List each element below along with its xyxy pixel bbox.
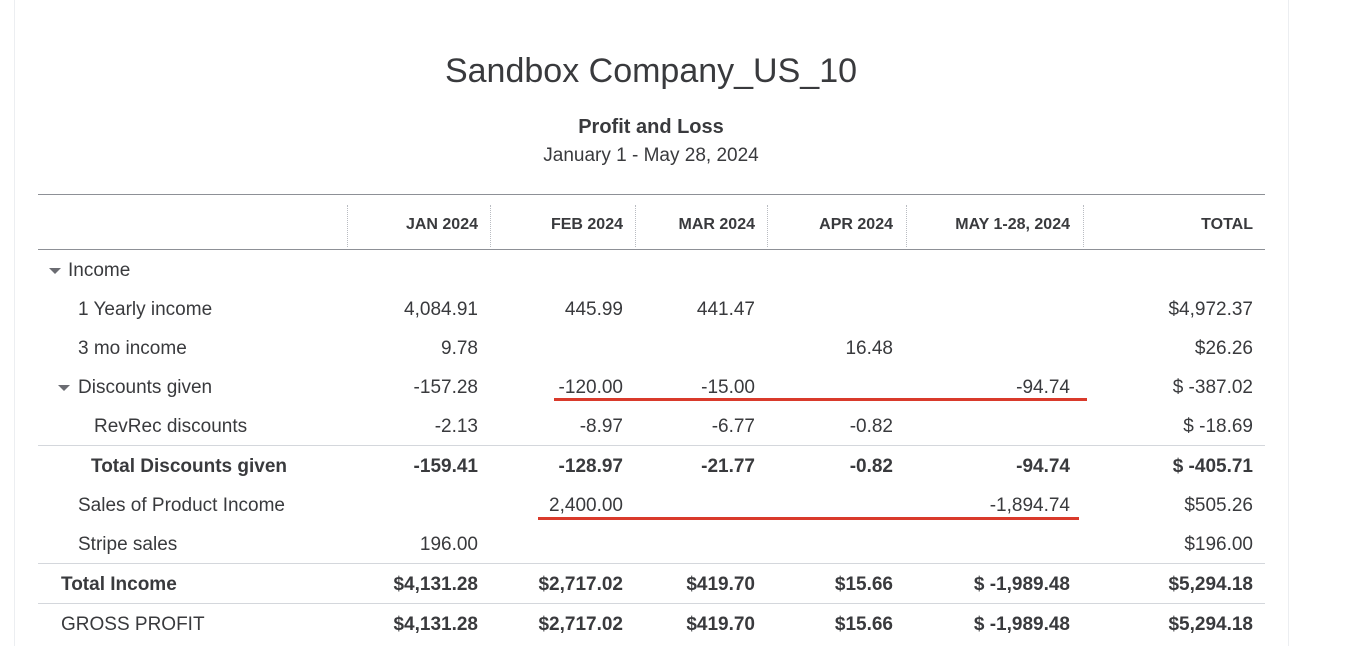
cell-mar[interactable]: -21.77: [701, 456, 755, 477]
cell-feb[interactable]: -120.00: [558, 377, 623, 398]
cell-total[interactable]: $ -18.69: [1183, 416, 1253, 437]
company-name: Sandbox Company_US_10: [444, 52, 858, 90]
row-discounts-given: Discounts given -157.28 -120.00 -15.00 -…: [38, 368, 1265, 407]
cell-mar[interactable]: 441.47: [696, 299, 755, 320]
cell-jan[interactable]: $4,131.28: [393, 574, 478, 595]
cell-feb[interactable]: 2,400.00: [549, 495, 623, 516]
cell-may[interactable]: $ -1,989.48: [973, 614, 1070, 635]
row-stripe-sales: Stripe sales 196.00 $196.00: [38, 525, 1265, 564]
row-gross-profit: GROSS PROFIT $4,131.28 $2,717.02 $419.70…: [38, 605, 1265, 644]
frame-border-left: [14, 0, 15, 646]
cell-may[interactable]: -94.74: [1016, 456, 1070, 477]
row-label[interactable]: Sales of Product Income: [78, 495, 285, 516]
report-date-range: January 1 - May 28, 2024: [543, 145, 759, 166]
column-separator: [906, 205, 907, 247]
column-header-feb[interactable]: FEB 2024: [550, 216, 623, 233]
column-header-may[interactable]: MAY 1-28, 2024: [955, 216, 1070, 233]
row-label[interactable]: GROSS PROFIT: [61, 614, 205, 635]
cell-feb[interactable]: -8.97: [579, 416, 623, 437]
column-header-mar[interactable]: MAR 2024: [678, 216, 755, 233]
cell-total[interactable]: $5,294.18: [1168, 574, 1253, 595]
cell-total[interactable]: $ -405.71: [1172, 456, 1253, 477]
column-header-total[interactable]: TOTAL: [1201, 216, 1253, 233]
cell-feb[interactable]: $2,717.02: [538, 614, 623, 635]
row-income: Income: [38, 251, 1265, 290]
cell-apr[interactable]: $15.66: [834, 614, 893, 635]
cell-jan[interactable]: 196.00: [419, 534, 478, 555]
row-revrec-discounts: RevRec discounts -2.13 -8.97 -6.77 -0.82…: [38, 407, 1265, 446]
row-label[interactable]: 1 Yearly income: [78, 299, 213, 320]
cell-mar[interactable]: -15.00: [701, 377, 755, 398]
cell-mar[interactable]: $419.70: [686, 614, 755, 635]
cell-jan[interactable]: -2.13: [434, 416, 478, 437]
row-label[interactable]: Total Discounts given: [91, 456, 288, 477]
cell-total[interactable]: $5,294.18: [1168, 614, 1253, 635]
cell-may[interactable]: -94.74: [1016, 377, 1070, 398]
cell-may[interactable]: $ -1,989.48: [973, 574, 1070, 595]
cell-jan[interactable]: 9.78: [441, 338, 478, 359]
annotation-underline: [538, 517, 1079, 520]
cell-total[interactable]: $4,972.37: [1168, 299, 1253, 320]
cell-jan[interactable]: $4,131.28: [393, 614, 478, 635]
column-separator: [1083, 205, 1084, 247]
row-label[interactable]: Stripe sales: [78, 534, 178, 555]
subtotal-rule: [38, 445, 1265, 446]
cell-may[interactable]: -1,894.74: [989, 495, 1070, 516]
cell-total[interactable]: $26.26: [1194, 338, 1253, 359]
cell-total[interactable]: $196.00: [1184, 534, 1253, 555]
annotation-underline: [554, 398, 1087, 401]
collapse-caret-icon[interactable]: [49, 268, 61, 274]
gross-profit-rule: [38, 603, 1265, 604]
cell-jan[interactable]: 4,084.91: [404, 299, 478, 320]
row-label[interactable]: 3 mo income: [78, 338, 187, 359]
cell-total[interactable]: $ -387.02: [1172, 377, 1253, 398]
column-header-apr[interactable]: APR 2024: [819, 216, 893, 233]
row-yearly-income: 1 Yearly income 4,084.91 445.99 441.47 $…: [38, 290, 1265, 329]
cell-feb[interactable]: 445.99: [564, 299, 623, 320]
cell-mar[interactable]: -6.77: [711, 416, 755, 437]
row-label[interactable]: RevRec discounts: [94, 416, 248, 437]
column-separator: [347, 205, 348, 247]
header-top-rule: [38, 194, 1265, 195]
frame-border-right: [1288, 0, 1289, 646]
cell-jan[interactable]: -159.41: [413, 456, 478, 477]
row-label[interactable]: Total Income: [61, 574, 177, 595]
report-title: Profit and Loss: [578, 116, 724, 138]
column-separator: [767, 205, 768, 247]
total-income-rule: [38, 563, 1265, 564]
column-separator: [635, 205, 636, 247]
cell-apr[interactable]: $15.66: [834, 574, 893, 595]
cell-feb[interactable]: -128.97: [558, 456, 623, 477]
cell-apr[interactable]: -0.82: [849, 456, 893, 477]
column-separator: [490, 205, 491, 247]
cell-jan[interactable]: -157.28: [413, 377, 478, 398]
cell-apr[interactable]: -0.82: [849, 416, 893, 437]
cell-apr[interactable]: 16.48: [845, 338, 893, 359]
cell-total[interactable]: $505.26: [1184, 495, 1253, 516]
collapse-caret-icon[interactable]: [58, 385, 70, 391]
column-header-jan[interactable]: JAN 2024: [405, 216, 478, 233]
cell-feb[interactable]: $2,717.02: [538, 574, 623, 595]
row-sales-of-product-income: Sales of Product Income 2,400.00 -1,894.…: [38, 486, 1265, 525]
row-label[interactable]: Discounts given: [78, 377, 213, 398]
header-bottom-rule: [38, 249, 1265, 250]
row-total-discounts-given: Total Discounts given -159.41 -128.97 -2…: [38, 447, 1265, 486]
cell-mar[interactable]: $419.70: [686, 574, 755, 595]
row-3mo-income: 3 mo income 9.78 16.48 $26.26: [38, 329, 1265, 368]
row-label[interactable]: Income: [68, 260, 131, 281]
row-total-income: Total Income $4,131.28 $2,717.02 $419.70…: [38, 565, 1265, 604]
